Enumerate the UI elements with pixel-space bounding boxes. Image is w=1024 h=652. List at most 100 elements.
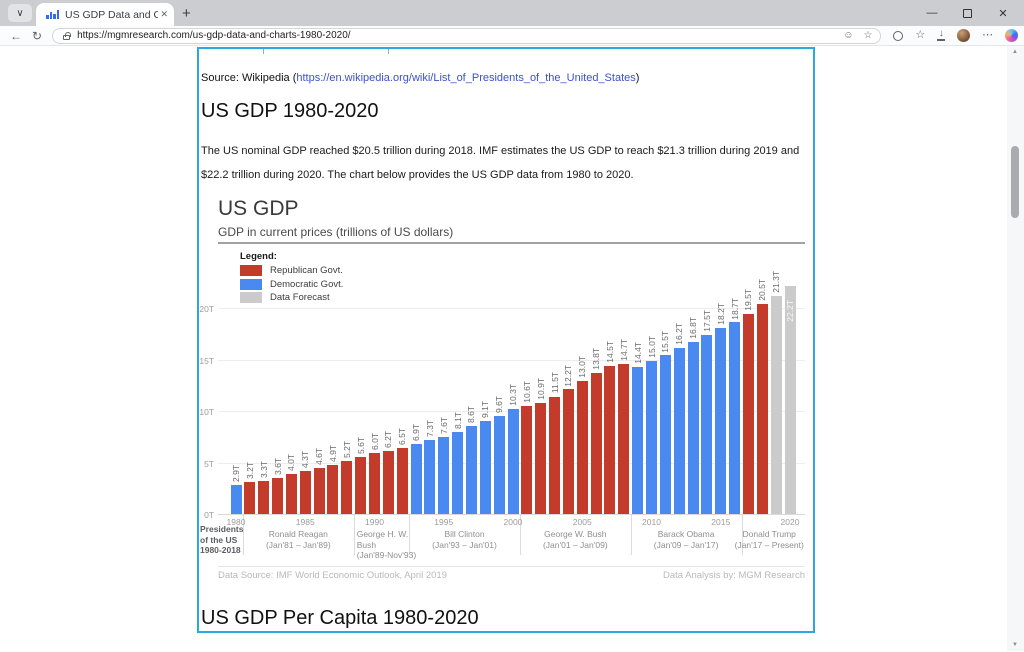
legend-title: Legend:: [240, 251, 277, 262]
refresh-button[interactable]: ↻: [32, 28, 43, 43]
site-info-lock-icon[interactable]: [63, 31, 71, 40]
browser-tab[interactable]: US GDP Data and Charts 1980-202 ✕: [36, 3, 174, 26]
gdp-heading: US GDP 1980-2020: [201, 100, 379, 122]
plot-area: 0T 5T 10T 15T 20T 2.9T 3.2T 3.3T 3.6T 4.0T 4.3T 4.6…: [199, 250, 805, 520]
restore-button[interactable]: [963, 8, 972, 18]
y-tick-label: 5T: [204, 458, 214, 469]
president-label: Ronald Reagan (Jan'81 – Jan'89): [265, 529, 331, 550]
window-close-button[interactable]: ✕: [998, 7, 1008, 20]
back-button[interactable]: ←: [10, 28, 22, 43]
browser-essentials-icon[interactable]: [893, 30, 904, 41]
scroll-down-icon[interactable]: ▼: [1012, 642, 1018, 648]
bar-value-label: 10.6T: [521, 381, 532, 403]
bar-value-label: 18.7T: [729, 297, 740, 320]
bar-value-label: 6.5T: [397, 428, 408, 446]
bar-value-label: 8.1T: [452, 411, 463, 429]
bar: [729, 322, 741, 515]
bar: [396, 448, 408, 515]
bar-value-label: 15.0T: [646, 335, 657, 358]
bar-value-label: 16.2T: [674, 323, 685, 346]
bar: [756, 303, 768, 515]
y-tick-label: 0T: [204, 510, 214, 520]
settings-more-icon[interactable]: ⋯: [982, 29, 994, 41]
wikipedia-link[interactable]: https://en.wikipedia.org/wiki/List_of_Pr…: [296, 72, 636, 84]
y-tick-label: 20T: [199, 304, 214, 314]
bar: [590, 372, 602, 515]
presidents-axis-title: Presidents of the US 1980-2018: [200, 524, 244, 555]
bar-value-label: 6.2T: [383, 431, 394, 449]
legend-row: Data Forecast: [240, 292, 343, 303]
group-separator: [630, 515, 632, 555]
bar: [507, 408, 519, 515]
tab-search-chevron-icon[interactable]: ∨: [8, 4, 32, 22]
legend-swatch: [240, 278, 262, 290]
feedback-smiley-icon[interactable]: ☺: [843, 30, 854, 41]
add-favorite-star-icon[interactable]: ☆: [863, 30, 873, 41]
gridline: [218, 308, 805, 309]
bar-value-label: 4.6T: [314, 447, 325, 465]
bar: [327, 464, 339, 515]
bar: [258, 481, 270, 515]
browser-toolbar: ← ↻ https://mgmresearch.com/us-gdp-data-…: [0, 26, 1024, 46]
bar: [687, 341, 699, 515]
source-prefix: Source: Wikipedia (: [201, 72, 297, 84]
bar-value-label: 7.6T: [438, 416, 449, 434]
bar: [784, 286, 796, 515]
bar-value-label: 9.1T: [480, 401, 491, 419]
bar-value-label: 14.4T: [632, 341, 643, 364]
bar-value-label: 11.5T: [549, 372, 560, 394]
scrollbar[interactable]: ▲ ▼: [1007, 46, 1024, 651]
address-bar[interactable]: https://mgmresearch.com/us-gdp-data-and-…: [52, 27, 882, 44]
bar: [521, 405, 533, 515]
bar-value-label: 14.5T: [604, 340, 615, 363]
bar: [424, 439, 436, 515]
x-tick-label: 1980: [226, 517, 246, 527]
bar-value-label: 7.3T: [424, 419, 435, 437]
president-label: Bill Clinton (Jan'93 – Jan'01): [432, 529, 497, 550]
chart-data-source: Data Source: IMF World Economic Outlook,…: [218, 570, 447, 581]
bar-value-label: 21.3T: [771, 270, 782, 293]
intro-paragraph: The US nominal GDP reached $20.5 trillio…: [201, 145, 800, 181]
tab-close-icon[interactable]: ✕: [160, 9, 168, 19]
president-label: George W. Bush (Jan'01 – Jan'09): [542, 529, 608, 550]
bar-value-label: 9.6T: [494, 396, 505, 414]
group-separator: [242, 515, 244, 555]
bar-value-label: 3.2T: [244, 462, 255, 480]
profile-avatar[interactable]: [957, 29, 971, 42]
chart-legend: Legend: Republican Govt. Democratic Govt.…: [240, 251, 343, 306]
table-fragment-line: [388, 49, 389, 54]
bar-value-label: 14.7T: [618, 338, 629, 361]
scrollbar-thumb[interactable]: [1011, 146, 1019, 218]
bar: [341, 461, 353, 515]
minimize-button[interactable]: —: [926, 7, 938, 19]
bar: [479, 421, 491, 515]
group-separator: [519, 515, 521, 555]
bar-value-label: 15.5T: [660, 330, 671, 353]
bar-value-label: 20.5T: [757, 279, 768, 301]
window-controls: — ✕: [925, 0, 1018, 26]
favorites-bar-star-icon[interactable]: ☆: [915, 29, 926, 41]
x-tick-label: 1990: [365, 517, 384, 527]
x-tick-label: 1985: [295, 517, 315, 527]
y-tick-label: 15T: [199, 355, 214, 366]
bar: [673, 348, 685, 515]
url-text[interactable]: https://mgmresearch.com/us-gdp-data-and-…: [77, 30, 351, 41]
bar: [244, 482, 256, 515]
new-tab-button[interactable]: +: [182, 5, 191, 22]
x-tick-label: 2000: [503, 517, 523, 527]
source-suffix: ): [635, 72, 640, 84]
scroll-up-icon[interactable]: ▲: [1012, 49, 1018, 55]
x-tick-label: 2015: [711, 517, 731, 527]
group-separator: [353, 515, 355, 555]
bar-value-label: 4.9T: [327, 444, 338, 462]
bar: [438, 436, 450, 515]
bar: [230, 485, 242, 515]
bar: [562, 389, 574, 515]
downloads-icon[interactable]: ↓: [937, 28, 946, 41]
source-line: Source: Wikipedia (https://en.wikipedia.…: [201, 72, 639, 84]
copilot-icon[interactable]: [1005, 29, 1018, 42]
gridline: [218, 359, 805, 361]
bar: [410, 443, 422, 515]
bar: [285, 473, 297, 515]
bar: [493, 416, 505, 515]
